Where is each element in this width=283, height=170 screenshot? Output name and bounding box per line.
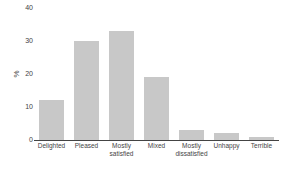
svg-text:Delighted: Delighted [38, 142, 66, 150]
svg-text:Mostlysatisfied: Mostlysatisfied [110, 142, 134, 157]
svg-text:Mixed: Mixed [148, 142, 166, 149]
svg-text:40: 40 [25, 4, 33, 11]
svg-text:Unhappy: Unhappy [213, 142, 240, 150]
svg-text:%: % [12, 70, 21, 77]
svg-text:Pleased: Pleased [75, 142, 99, 149]
svg-text:10: 10 [25, 103, 33, 110]
svg-text:Terrible: Terrible [251, 142, 273, 149]
svg-text:Mostlydissatisfied: Mostlydissatisfied [175, 142, 208, 157]
svg-text:0: 0 [29, 136, 33, 143]
svg-text:20: 20 [25, 70, 33, 77]
svg-text:30: 30 [25, 37, 33, 44]
